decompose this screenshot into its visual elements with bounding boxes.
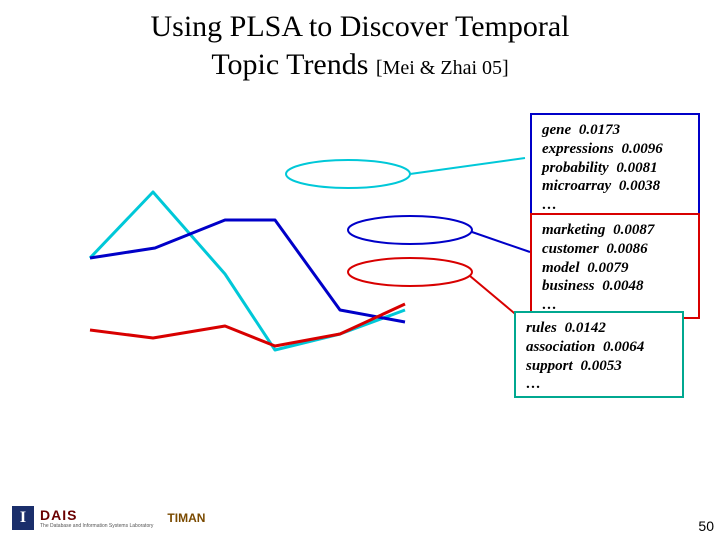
topic-marketing-row: model 0.0079 bbox=[542, 259, 688, 278]
topic-prob: 0.0079 bbox=[587, 260, 628, 276]
logo-dais-sub: The Database and Information Systems Lab… bbox=[40, 523, 153, 529]
logo-i-text: I bbox=[20, 509, 26, 527]
topic-marketing-row: customer 0.0086 bbox=[542, 240, 688, 259]
topic-rules-row: support 0.0053 bbox=[526, 357, 672, 376]
topic-term: customer bbox=[542, 241, 599, 257]
topic-term: … bbox=[526, 376, 541, 392]
title-line1: Using PLSA to Discover Temporal bbox=[151, 10, 570, 43]
page-number: 50 bbox=[698, 518, 714, 534]
topic-prob: 0.0081 bbox=[616, 160, 657, 176]
topic-prob: 0.0142 bbox=[565, 320, 606, 336]
ellipse-rules bbox=[348, 258, 472, 286]
topic-gene-row: gene 0.0173 bbox=[542, 121, 688, 140]
topic-term: support bbox=[526, 358, 573, 374]
topic-rules: rules 0.0142association 0.0064support 0.… bbox=[514, 311, 684, 398]
topic-prob: 0.0064 bbox=[603, 339, 644, 355]
topic-term: rules bbox=[526, 320, 557, 336]
conn-marketing bbox=[472, 232, 530, 252]
topic-term: association bbox=[526, 339, 595, 355]
logo-dais-text: DAIS bbox=[40, 507, 153, 523]
topic-gene-row: probability 0.0081 bbox=[542, 159, 688, 178]
ellipse-gene bbox=[286, 160, 410, 188]
topic-prob: 0.0173 bbox=[579, 122, 620, 138]
topic-rules-row: … bbox=[526, 375, 672, 394]
topic-term: marketing bbox=[542, 222, 605, 238]
title-line2: Topic Trends bbox=[211, 48, 368, 81]
topic-prob: 0.0048 bbox=[602, 278, 643, 294]
conn-gene bbox=[410, 158, 525, 174]
topic-marketing: marketing 0.0087customer 0.0086model 0.0… bbox=[530, 213, 700, 319]
topic-gene-row: … bbox=[542, 196, 688, 215]
topic-marketing-row: marketing 0.0087 bbox=[542, 221, 688, 240]
topic-term: microarray bbox=[542, 178, 611, 194]
logo-timan-text: TIMAN bbox=[167, 511, 205, 525]
slide-title: Using PLSA to Discover Temporal Topic Tr… bbox=[0, 8, 720, 83]
title-citation: [Mei & Zhai 05] bbox=[376, 57, 509, 79]
topic-gene: gene 0.0173expressions 0.0096probability… bbox=[530, 113, 700, 219]
topic-gene-row: expressions 0.0096 bbox=[542, 140, 688, 159]
topic-gene-row: microarray 0.0038 bbox=[542, 177, 688, 196]
topic-term: expressions bbox=[542, 141, 614, 157]
topic-marketing-row: business 0.0048 bbox=[542, 277, 688, 296]
footer-logos: I DAIS The Database and Information Syst… bbox=[12, 506, 205, 530]
logo-dais: DAIS The Database and Information System… bbox=[40, 507, 153, 529]
topic-prob: 0.0087 bbox=[613, 222, 654, 238]
topic-prob: 0.0086 bbox=[606, 241, 647, 257]
ellipse-marketing bbox=[348, 216, 472, 244]
topic-term: … bbox=[542, 197, 557, 213]
topic-prob: 0.0053 bbox=[580, 358, 621, 374]
topic-term: model bbox=[542, 260, 580, 276]
topic-rules-row: association 0.0064 bbox=[526, 338, 672, 357]
topic-term: probability bbox=[542, 160, 609, 176]
topic-prob: 0.0038 bbox=[619, 178, 660, 194]
logo-i-block: I bbox=[12, 506, 34, 530]
topic-prob: 0.0096 bbox=[621, 141, 662, 157]
logo-timan: TIMAN bbox=[167, 511, 205, 525]
topic-term: gene bbox=[542, 122, 571, 138]
topic-rules-row: rules 0.0142 bbox=[526, 319, 672, 338]
topic-term: business bbox=[542, 278, 595, 294]
